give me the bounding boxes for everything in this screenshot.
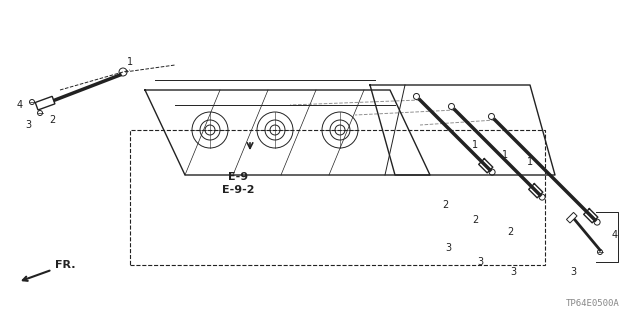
Text: 2: 2 <box>442 200 448 210</box>
Text: TP64E0500A: TP64E0500A <box>566 299 620 308</box>
Text: 4: 4 <box>612 230 618 240</box>
Text: 1: 1 <box>127 57 133 67</box>
Bar <box>130 130 545 265</box>
Text: 3: 3 <box>570 267 576 277</box>
Bar <box>566 212 577 223</box>
Bar <box>35 96 55 110</box>
Text: E-9
E-9-2: E-9 E-9-2 <box>221 172 254 195</box>
Text: 2: 2 <box>507 227 513 237</box>
Circle shape <box>594 219 600 225</box>
Text: 3: 3 <box>510 267 516 277</box>
Text: 3: 3 <box>25 120 31 130</box>
Text: 1: 1 <box>527 157 533 167</box>
Text: 1: 1 <box>502 150 508 160</box>
Text: FR.: FR. <box>23 260 76 281</box>
Text: 3: 3 <box>477 257 483 267</box>
Text: 2: 2 <box>49 115 55 125</box>
Text: 3: 3 <box>445 243 451 253</box>
Text: 2: 2 <box>472 215 478 225</box>
Text: 1: 1 <box>472 140 478 150</box>
Circle shape <box>539 194 545 200</box>
Text: 4: 4 <box>17 100 23 110</box>
Circle shape <box>489 169 495 175</box>
